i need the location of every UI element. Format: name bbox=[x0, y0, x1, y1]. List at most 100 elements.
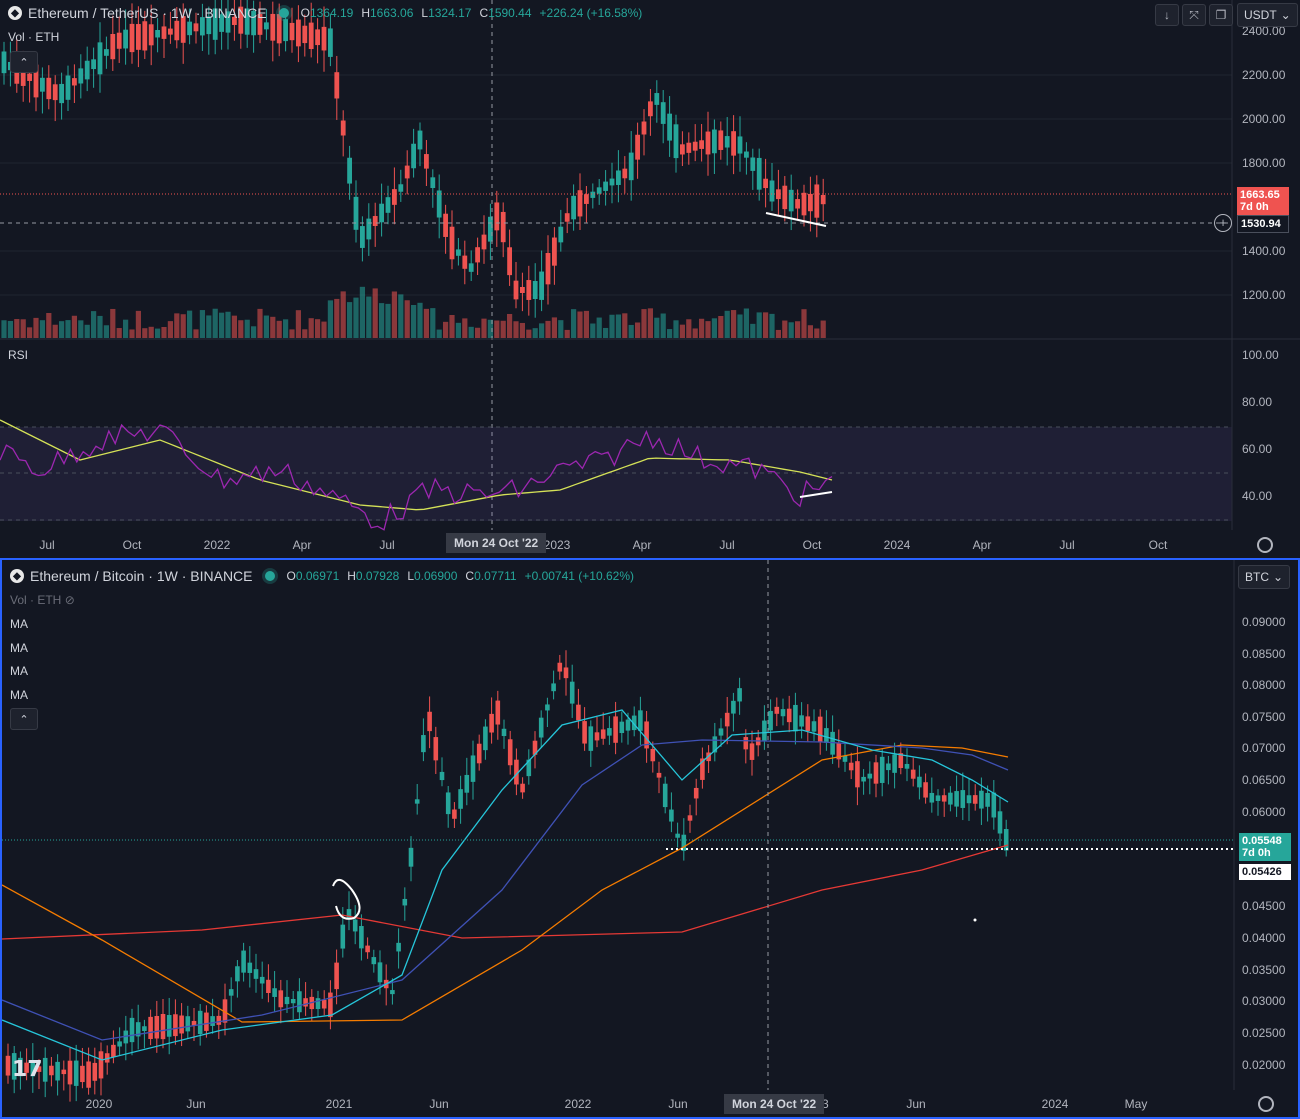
candle-body bbox=[402, 898, 408, 906]
candle-body bbox=[197, 1010, 203, 1035]
eth-btc-chart-pane[interactable]: 0.09000 0.08500 0.08000 0.07500 0.07000 0.065… bbox=[0, 558, 1300, 1119]
candle-body bbox=[251, 10, 256, 36]
candle-body bbox=[635, 134, 640, 160]
eth-btc-chart-canvas[interactable]: 0.09000 0.08500 0.08000 0.07500 0.07000 0.065… bbox=[2, 560, 1298, 1117]
time-axis-label: Apr bbox=[973, 538, 992, 552]
volume-bar bbox=[91, 311, 97, 338]
ma-50-line bbox=[2, 739, 1009, 1041]
volume-bar bbox=[731, 310, 737, 338]
volume-bar bbox=[641, 309, 647, 338]
candle-body bbox=[494, 202, 500, 231]
volume-bar bbox=[59, 321, 65, 338]
crosshair-date-badge: Mon 24 Oct '22 bbox=[724, 1094, 825, 1114]
candle-body bbox=[814, 184, 820, 218]
ma-indicator-label[interactable]: MA bbox=[10, 688, 28, 702]
rsi-indicator-label[interactable]: RSI bbox=[8, 348, 29, 362]
candle-body bbox=[334, 72, 340, 99]
volume-bar bbox=[167, 321, 173, 338]
candle-body bbox=[168, 28, 173, 35]
candle-body bbox=[136, 24, 141, 50]
candle-body bbox=[52, 84, 58, 101]
time-axis-label: 2021 bbox=[326, 1097, 353, 1111]
last-price-tag: 1663.65 7d 0h bbox=[1237, 187, 1289, 215]
price-axis-label: 0.04000 bbox=[1242, 931, 1286, 945]
tradingview-logo: 𝟭𝟳 bbox=[12, 1056, 43, 1081]
candle-body bbox=[603, 181, 608, 191]
candle-body bbox=[443, 213, 448, 237]
candle-body bbox=[18, 1057, 23, 1077]
volume-bar bbox=[148, 326, 154, 338]
eye-hidden-icon[interactable]: ⊘ bbox=[64, 593, 75, 607]
volume-indicator-label[interactable]: Vol · ETH bbox=[8, 30, 60, 44]
add-alert-icon[interactable]: + bbox=[1214, 214, 1232, 232]
candle-body bbox=[808, 193, 813, 212]
candle-body bbox=[40, 77, 45, 92]
candle-body bbox=[67, 1060, 73, 1085]
eth-usdt-chart-pane[interactable]: 2400.00 2200.00 2000.00 1800.00 1400.00 1200.… bbox=[0, 0, 1300, 558]
candle-body bbox=[619, 721, 625, 734]
ma-indicator-label[interactable]: MA bbox=[10, 664, 28, 678]
candle-body bbox=[805, 716, 811, 731]
chart-title[interactable]: Ethereum / Bitcoin · 1W · BINANCE bbox=[30, 568, 253, 584]
candle-body bbox=[669, 809, 674, 822]
time-axis-label: Apr bbox=[293, 538, 312, 552]
candle-body bbox=[972, 795, 978, 804]
candle-body bbox=[762, 720, 767, 742]
volume-bar bbox=[583, 310, 589, 338]
fullscreen-icon[interactable]: ⤧ bbox=[1182, 4, 1206, 26]
candle-body bbox=[187, 21, 192, 36]
candle-body bbox=[297, 991, 302, 1013]
volume-bar bbox=[340, 291, 346, 338]
candle-body bbox=[111, 1044, 116, 1058]
ma-indicator-label[interactable]: MA bbox=[10, 641, 28, 655]
collapse-indicators-button[interactable]: ⌃ bbox=[10, 708, 38, 730]
collapse-indicators-button[interactable]: ⌃ bbox=[10, 51, 38, 73]
volume-bar bbox=[123, 319, 129, 338]
currency-select[interactable]: USDT ⌄ bbox=[1237, 3, 1298, 27]
candle-body bbox=[377, 962, 383, 983]
rsi-line bbox=[0, 423, 833, 531]
time-axis-label: Jun bbox=[668, 1097, 687, 1111]
candle-body bbox=[259, 976, 265, 984]
eth-usdt-chart-canvas[interactable]: 2400.00 2200.00 2000.00 1800.00 1400.00 1200.… bbox=[0, 0, 1300, 558]
candle-body bbox=[449, 226, 455, 260]
currency-select[interactable]: BTC ⌄ bbox=[1238, 565, 1291, 589]
candle-body bbox=[476, 743, 482, 764]
candle-body bbox=[135, 1022, 141, 1037]
chevron-down-icon: ⌄ bbox=[1280, 8, 1291, 22]
time-axis-label: Oct bbox=[803, 538, 822, 552]
candle-body bbox=[84, 60, 90, 80]
volume-bar bbox=[507, 313, 513, 338]
candle-body bbox=[366, 218, 372, 240]
candle-body bbox=[421, 735, 426, 753]
volume-bar bbox=[46, 312, 52, 338]
volume-bar bbox=[724, 310, 730, 338]
candle-body bbox=[278, 990, 284, 1008]
candle-body bbox=[206, 16, 212, 35]
volume-bar bbox=[590, 323, 596, 338]
volume-bar bbox=[238, 320, 244, 338]
restore-icon[interactable]: ❐ bbox=[1209, 4, 1233, 26]
candle-body bbox=[424, 154, 429, 169]
candle-body bbox=[129, 23, 135, 53]
candle-body bbox=[296, 19, 301, 47]
candle-body bbox=[11, 1053, 17, 1080]
candle-body bbox=[743, 737, 749, 750]
ma-indicator-label[interactable]: MA bbox=[10, 617, 28, 631]
candle-body bbox=[892, 754, 897, 773]
candle-body bbox=[42, 1057, 48, 1082]
candle-body bbox=[5, 1055, 11, 1076]
volume-bar bbox=[359, 286, 365, 338]
settings-gear-icon[interactable] bbox=[1257, 537, 1273, 553]
download-icon[interactable]: ↓ bbox=[1155, 4, 1179, 26]
volume-indicator-label[interactable]: Vol · ETH ⊘ bbox=[10, 593, 75, 607]
chart-title[interactable]: Ethereum / TetherUS · 1W · BINANCE bbox=[28, 5, 267, 21]
time-axis-label: 2020 bbox=[86, 1097, 113, 1111]
crosshair-date-badge: Mon 24 Oct '22 bbox=[446, 533, 547, 553]
candle-body bbox=[737, 136, 743, 154]
time-axis-label: Apr bbox=[633, 538, 652, 552]
volume-bar bbox=[551, 317, 557, 338]
volume-bar bbox=[27, 327, 33, 338]
candle-body bbox=[507, 247, 512, 276]
settings-gear-icon[interactable] bbox=[1258, 1096, 1274, 1112]
